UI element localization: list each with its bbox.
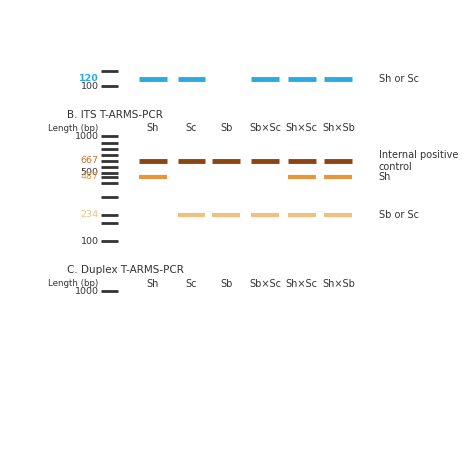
Text: 487: 487	[81, 172, 99, 181]
Text: Length (bp): Length (bp)	[48, 124, 99, 133]
Text: Sh×Sb: Sh×Sb	[322, 123, 355, 133]
Text: Internal positive
control: Internal positive control	[379, 150, 458, 172]
Text: Sh×Sc: Sh×Sc	[286, 279, 318, 289]
Text: Sc: Sc	[186, 279, 197, 289]
Text: Sb or Sc: Sb or Sc	[379, 210, 419, 219]
Text: C. Duplex T-ARMS-PCR: C. Duplex T-ARMS-PCR	[66, 265, 183, 275]
Text: 1000: 1000	[74, 132, 99, 141]
Text: B. ITS T-ARMS-PCR: B. ITS T-ARMS-PCR	[66, 110, 163, 120]
Text: Sh: Sh	[147, 279, 159, 289]
Text: 100: 100	[81, 82, 99, 91]
Text: 667: 667	[81, 156, 99, 165]
Text: Sh: Sh	[147, 123, 159, 133]
Text: Sb×Sc: Sb×Sc	[249, 279, 281, 289]
Text: 500: 500	[81, 168, 99, 177]
Text: Sh×Sc: Sh×Sc	[286, 123, 318, 133]
Text: 120: 120	[79, 74, 99, 83]
Text: Sb: Sb	[220, 279, 233, 289]
Text: Sh: Sh	[379, 172, 391, 182]
Text: Sc: Sc	[186, 123, 197, 133]
Text: Sb×Sc: Sb×Sc	[249, 123, 281, 133]
Text: Length (bp): Length (bp)	[48, 279, 99, 288]
Text: 100: 100	[81, 237, 99, 246]
Text: Sb: Sb	[220, 123, 233, 133]
Text: 234: 234	[81, 210, 99, 219]
Text: Sh×Sb: Sh×Sb	[322, 279, 355, 289]
Text: 1000: 1000	[74, 287, 99, 296]
Text: Sh or Sc: Sh or Sc	[379, 74, 419, 84]
